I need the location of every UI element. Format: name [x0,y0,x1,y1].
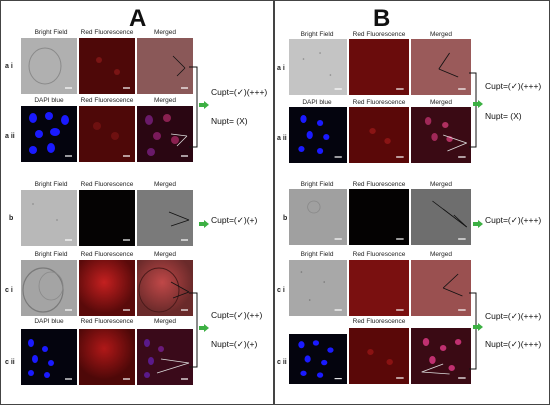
green-arrow-icon [473,220,483,228]
micrograph-bright-field [21,38,77,94]
header-merged: Merged [429,251,453,258]
panel-a: A Bright Field Red Fluorescence Merged a… [0,0,274,405]
annotation-a-cupt: Cupt=(✓)(+++) [211,87,268,97]
annotation-b-cupt: Cupt=(✓)(+++) [485,215,542,225]
header-red-fluorescence: Red Fluorescence [352,99,406,106]
micrograph-dapi [21,329,77,385]
green-arrow-icon [199,101,209,109]
annotation-c-nupt: Nupt=(✓)(+++) [485,339,542,349]
micrograph-red-fluorescence [79,38,135,94]
header-merged: Merged [153,318,177,325]
header-merged: Merged [429,181,453,188]
header-red-fluorescence: Red Fluorescence [80,251,134,258]
header-merged: Merged [429,31,453,38]
micrograph-dapi [289,107,347,163]
micrograph-red-fluorescence [349,328,409,384]
micrograph-red-fluorescence [79,329,135,385]
green-arrow-icon [199,324,209,332]
header-merged: Merged [153,181,177,188]
bracket-icon [189,66,198,148]
header-bright-field: Bright Field [300,181,334,188]
micrograph-red-fluorescence [79,106,135,162]
micrograph-merged [137,260,193,316]
row-label-b: b [9,215,14,222]
micrograph-merged [411,328,471,384]
header-merged: Merged [153,29,177,36]
header-merged: Merged [153,251,177,258]
micrograph-merged [411,260,471,316]
annotation-c-cupt: Cupt=(✓)(+++) [485,311,542,321]
annotation-c-nupt: Nupt=(✓)(+) [211,339,258,349]
green-arrow-icon [473,100,483,108]
row-label-ci: c i [5,287,13,294]
micrograph-bright-field [289,39,347,95]
micrograph-merged [137,190,193,246]
micrograph-red-fluorescence [349,260,409,316]
micrograph-merged [137,329,193,385]
bracket-icon [469,292,477,370]
header-red-fluorescence: Red Fluorescence [352,31,406,38]
header-red-fluorescence: Red Fluorescence [80,318,134,325]
header-red-fluorescence: Red Fluorescence [352,318,406,325]
header-dapi-blue: DAPI blue [34,318,64,325]
micrograph-bright-field [21,190,77,246]
header-bright-field: Bright Field [300,251,334,258]
header-red-fluorescence: Red Fluorescence [352,181,406,188]
micrograph-merged [411,189,471,245]
row-label-cii: c ii [5,359,15,366]
micrograph-red-fluorescence [79,260,135,316]
micrograph-red-fluorescence [349,189,409,245]
micrograph-red-fluorescence [349,107,409,163]
annotation-c-cupt: Cupt=(✓)(++) [211,310,263,320]
micrograph-bright-field [289,260,347,316]
annotation-a-nupt: Nupt= (X) [485,111,522,121]
green-arrow-icon [473,323,483,331]
row-label-aii: a ii [5,133,15,140]
panel-letter-b: B [373,5,391,32]
row-label-ci: c i [277,287,285,294]
header-bright-field: Bright Field [300,31,334,38]
annotation-a-cupt: Cupt=(✓)(+++) [485,81,542,91]
header-red-fluorescence: Red Fluorescence [80,181,134,188]
micrograph-merged [411,107,471,163]
header-red-fluorescence: Red Fluorescence [352,251,406,258]
header-red-fluorescence: Red Fluorescence [80,97,134,104]
bracket-icon [189,292,198,368]
micrograph-red-fluorescence [79,190,135,246]
header-bright-field: Bright Field [34,181,68,188]
micrograph-red-fluorescence [349,39,409,95]
micrograph-merged [137,38,193,94]
row-label-cii: c ii [277,359,287,366]
header-merged: Merged [429,99,453,106]
micrograph-bright-field [289,189,347,245]
green-arrow-icon [199,220,209,228]
micrograph-dapi [289,334,347,384]
row-label-ai: a i [277,65,285,72]
row-label-aii: a ii [277,135,287,142]
micrograph-dapi [21,106,77,162]
row-label-b: b [283,215,288,222]
annotation-b-cupt: Cupt=(✓)(+) [211,215,258,225]
header-merged: Merged [153,97,177,104]
bracket-icon [469,72,477,148]
row-label-ai: a i [5,63,13,70]
annotation-a-nupt: Nupt= (X) [211,116,248,126]
micrograph-merged [411,39,471,95]
header-bright-field: Bright Field [34,29,68,36]
header-bright-field: Bright Field [34,251,68,258]
micrograph-merged [137,106,193,162]
panel-b: B Bright Field Red Fluorescence Merged a… [274,0,550,405]
header-dapi-blue: DAPI blue [302,99,332,106]
panel-letter-a: A [129,5,147,32]
header-dapi-blue: DAPI blue [34,97,64,104]
micrograph-bright-field [21,260,77,316]
header-red-fluorescence: Red Fluorescence [80,29,134,36]
